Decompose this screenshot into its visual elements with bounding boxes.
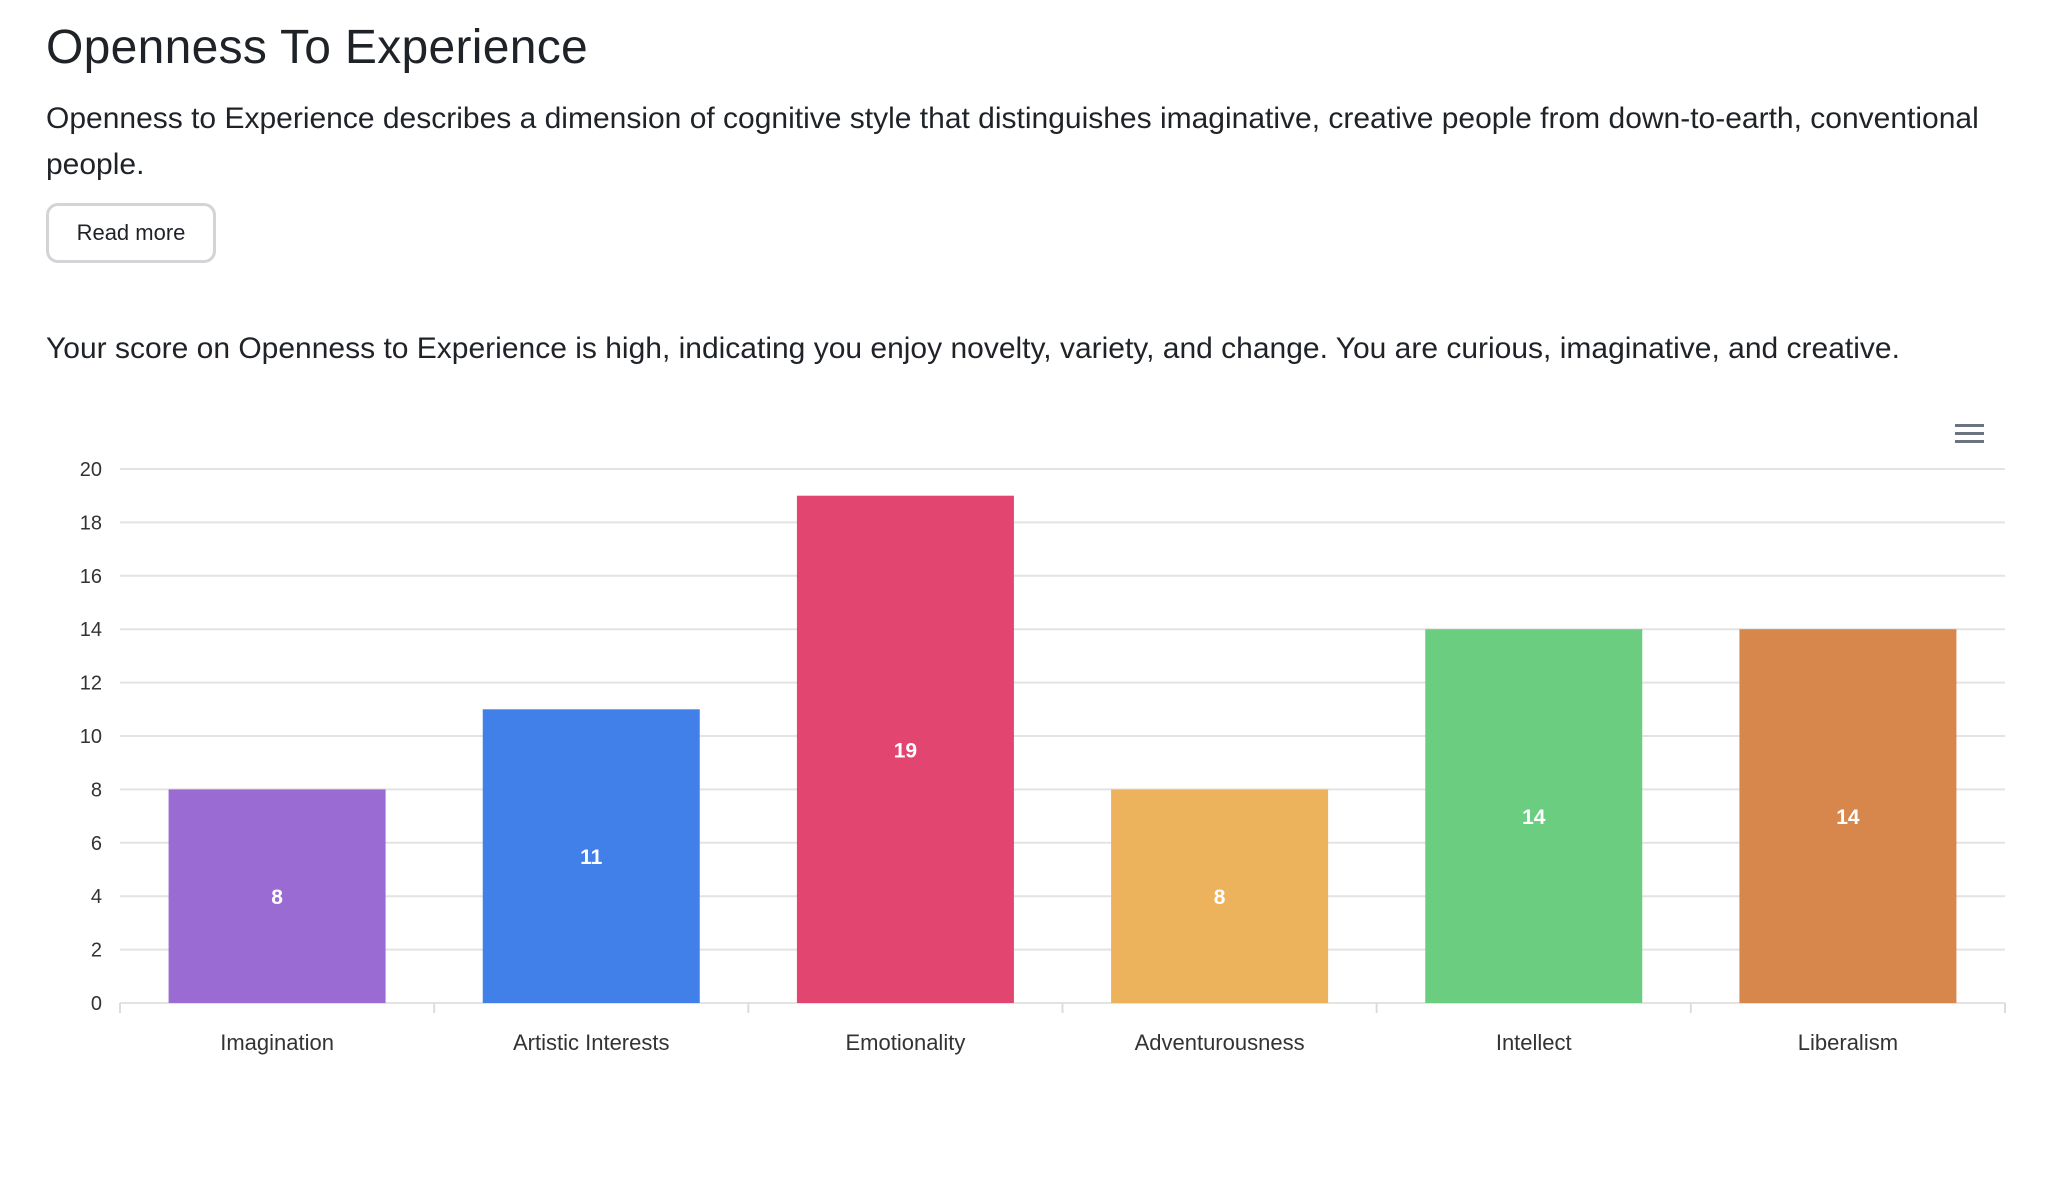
y-tick-label: 20	[80, 459, 102, 481]
bar-liberalism	[1739, 629, 1957, 1003]
page-title: Openness To Experience	[46, 21, 589, 74]
y-tick-label: 0	[91, 993, 102, 1015]
data-label: 8	[1214, 886, 1226, 909]
bar-imagination	[168, 789, 386, 1003]
x-tick-label: Intellect	[1496, 1030, 1572, 1055]
x-tick-label: Liberalism	[1798, 1030, 1898, 1055]
data-label: 19	[894, 739, 917, 762]
y-tick-label: 8	[91, 779, 102, 801]
y-tick-label: 12	[80, 673, 102, 695]
data-label: 14	[1522, 806, 1546, 829]
trait-description: Openness to Experience describes a dimen…	[46, 102, 1979, 181]
hamburger-menu-icon[interactable]	[1952, 418, 1988, 448]
y-tick-label: 18	[80, 512, 102, 534]
bar-intellect	[1425, 629, 1643, 1003]
x-tick-label: Imagination	[220, 1030, 334, 1055]
y-tick-label: 4	[91, 886, 102, 908]
bar-artistic-interests	[482, 709, 700, 1003]
y-tick-label: 2	[91, 940, 102, 962]
x-tick-label: Emotionality	[845, 1030, 965, 1055]
y-tick-label: 6	[91, 833, 102, 855]
data-label: 14	[1836, 806, 1860, 829]
bar-adventurousness	[1111, 789, 1329, 1003]
y-tick-label: 10	[80, 726, 102, 748]
read-more-button[interactable]: Read more	[46, 203, 216, 263]
x-tick-label: Artistic Interests	[513, 1030, 669, 1055]
x-tick-label: Adventurousness	[1135, 1030, 1305, 1055]
y-tick-label: 16	[80, 566, 102, 588]
y-tick-label: 14	[80, 619, 102, 641]
data-label: 11	[580, 846, 603, 869]
data-label: 8	[271, 886, 283, 909]
score-description: Your score on Openness to Experience is …	[46, 332, 1900, 365]
bar-emotionality	[796, 495, 1014, 1003]
